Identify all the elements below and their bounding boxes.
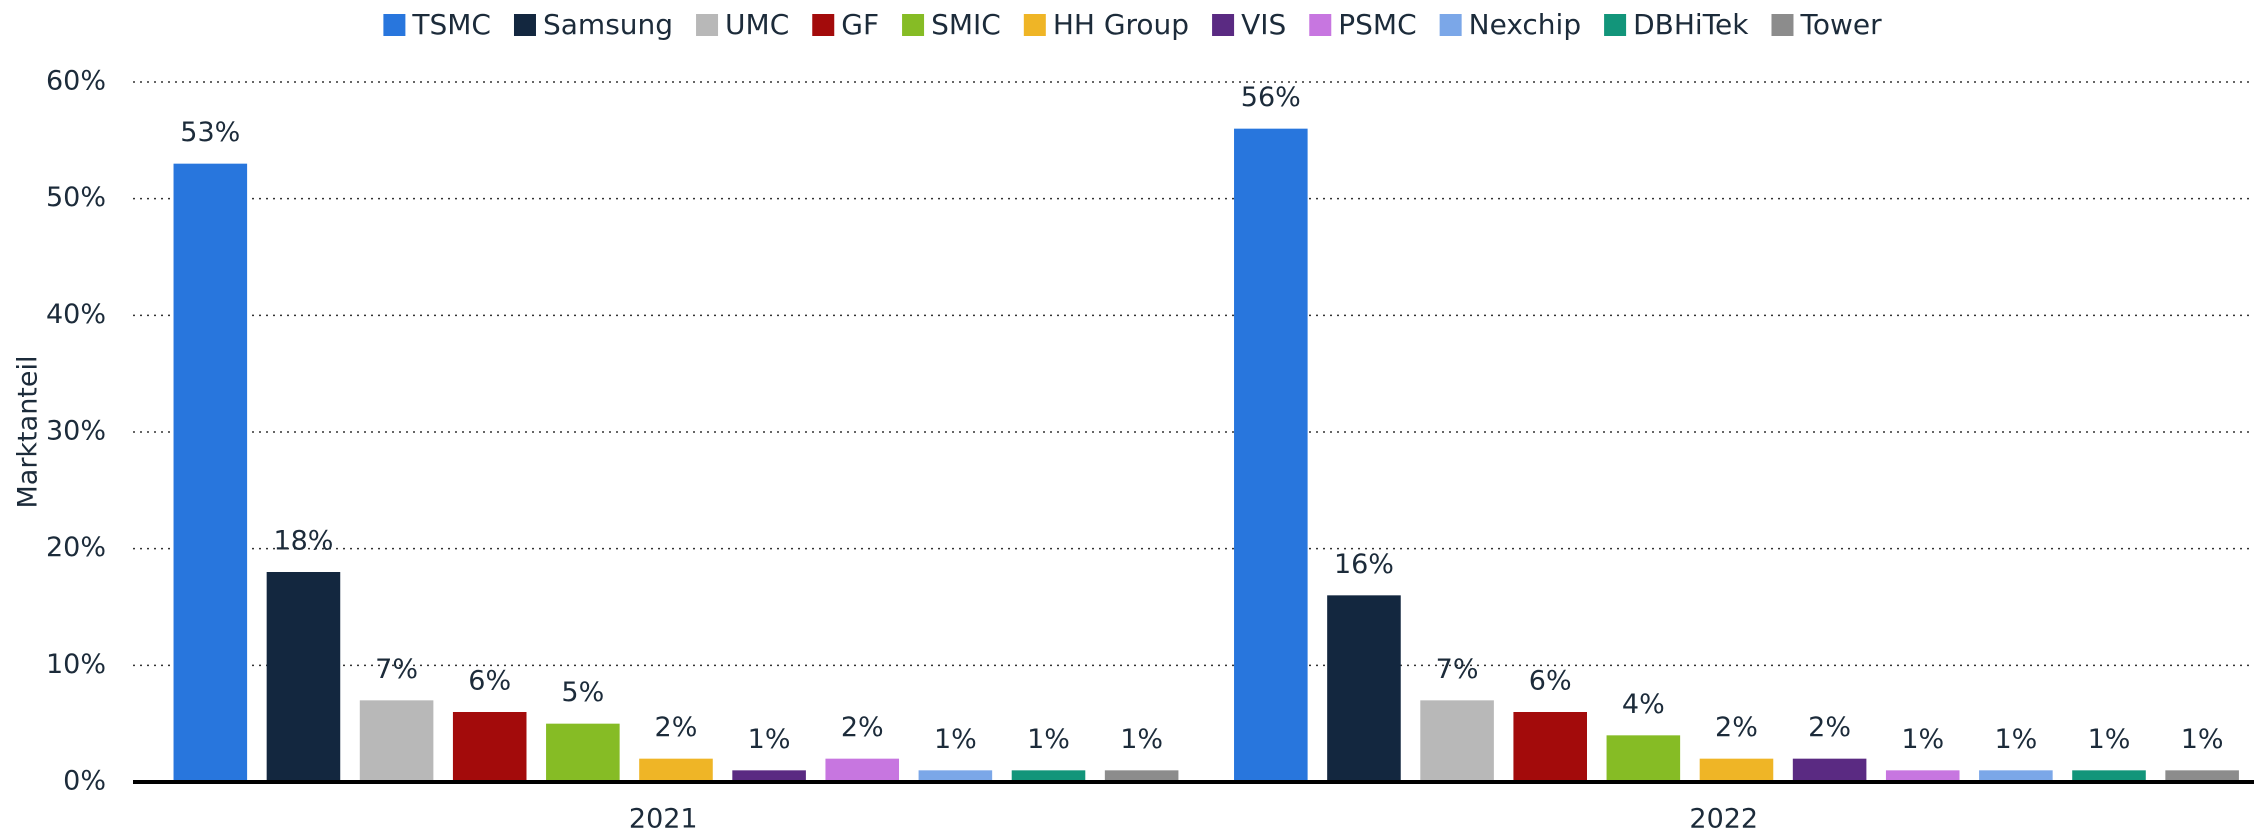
bar <box>1104 770 1179 782</box>
data-label: 53% <box>180 117 240 148</box>
data-label: 5% <box>561 677 604 708</box>
legend-label: HH Group <box>1053 8 1189 41</box>
data-label: 2% <box>655 712 698 743</box>
y-tick-label: 50% <box>46 182 106 213</box>
data-label: 1% <box>1901 724 1944 755</box>
legend-swatch <box>1309 14 1332 36</box>
bar <box>2072 770 2146 782</box>
legend-swatch <box>1023 14 1046 36</box>
bar <box>732 770 806 782</box>
y-tick-label: 20% <box>46 532 106 563</box>
bar <box>825 758 900 782</box>
bar <box>2165 770 2239 782</box>
legend-swatch <box>696 14 719 36</box>
data-label: 1% <box>748 724 791 755</box>
data-label: 56% <box>1241 82 1301 113</box>
y-axis-label: Marktanteil <box>13 355 44 508</box>
data-label: 1% <box>2181 724 2224 755</box>
bar <box>1885 770 1960 782</box>
x-tick-label: 2022 <box>1689 804 1758 835</box>
bar <box>1234 128 1308 782</box>
data-label: 18% <box>273 526 333 557</box>
bar <box>359 700 434 782</box>
legend-swatch <box>812 14 835 36</box>
bar <box>1513 712 1588 782</box>
data-label: 6% <box>468 666 511 697</box>
data-label: 6% <box>1529 666 1572 697</box>
legend-swatch <box>1604 14 1627 36</box>
legend-label: Nexchip <box>1469 8 1581 41</box>
legend-label: DBHiTek <box>1633 8 1749 41</box>
bar <box>452 712 527 782</box>
bar <box>1699 758 1774 782</box>
legend-label: TSMC <box>411 8 491 41</box>
legend-swatch <box>1439 14 1462 36</box>
legend-label: PSMC <box>1338 8 1416 41</box>
data-label: 1% <box>1027 724 1070 755</box>
bar <box>1327 595 1401 782</box>
data-label: 4% <box>1622 689 1665 720</box>
y-tick-label: 40% <box>46 299 106 330</box>
bar <box>1979 770 2053 782</box>
y-tick-label: 0% <box>63 766 106 797</box>
bar <box>1011 770 1086 782</box>
legend-label: Tower <box>1799 8 1882 41</box>
data-label: 1% <box>1994 724 2037 755</box>
legend-swatch <box>1771 14 1794 36</box>
data-label: 7% <box>1436 654 1479 685</box>
bar <box>1606 735 1681 782</box>
y-tick-label: 10% <box>46 649 106 680</box>
legend-label: VIS <box>1241 8 1286 41</box>
data-label: 2% <box>1808 712 1851 743</box>
legend-label: UMC <box>725 8 789 41</box>
bar <box>918 770 993 782</box>
data-label: 16% <box>1334 549 1394 580</box>
bar <box>1792 758 1867 782</box>
data-label: 1% <box>934 724 977 755</box>
legend-label: SMIC <box>931 8 1001 41</box>
legend-swatch <box>513 14 536 36</box>
x-tick-label: 2021 <box>629 804 698 835</box>
legend-label: Samsung <box>543 8 673 41</box>
bar <box>266 572 341 782</box>
bar <box>173 163 248 782</box>
bar <box>546 723 620 782</box>
y-tick-label: 30% <box>46 416 106 447</box>
bar <box>639 758 713 782</box>
legend-swatch <box>902 14 925 36</box>
y-tick-label: 60% <box>46 66 106 97</box>
data-label: 2% <box>1715 712 1758 743</box>
data-label: 7% <box>375 654 418 685</box>
data-label: 2% <box>841 712 884 743</box>
data-label: 1% <box>1120 724 1163 755</box>
bar <box>1420 700 1494 782</box>
data-label: 1% <box>2088 724 2131 755</box>
legend-swatch <box>1212 14 1235 36</box>
legend-label: GF <box>841 8 879 41</box>
legend-swatch <box>383 14 406 36</box>
